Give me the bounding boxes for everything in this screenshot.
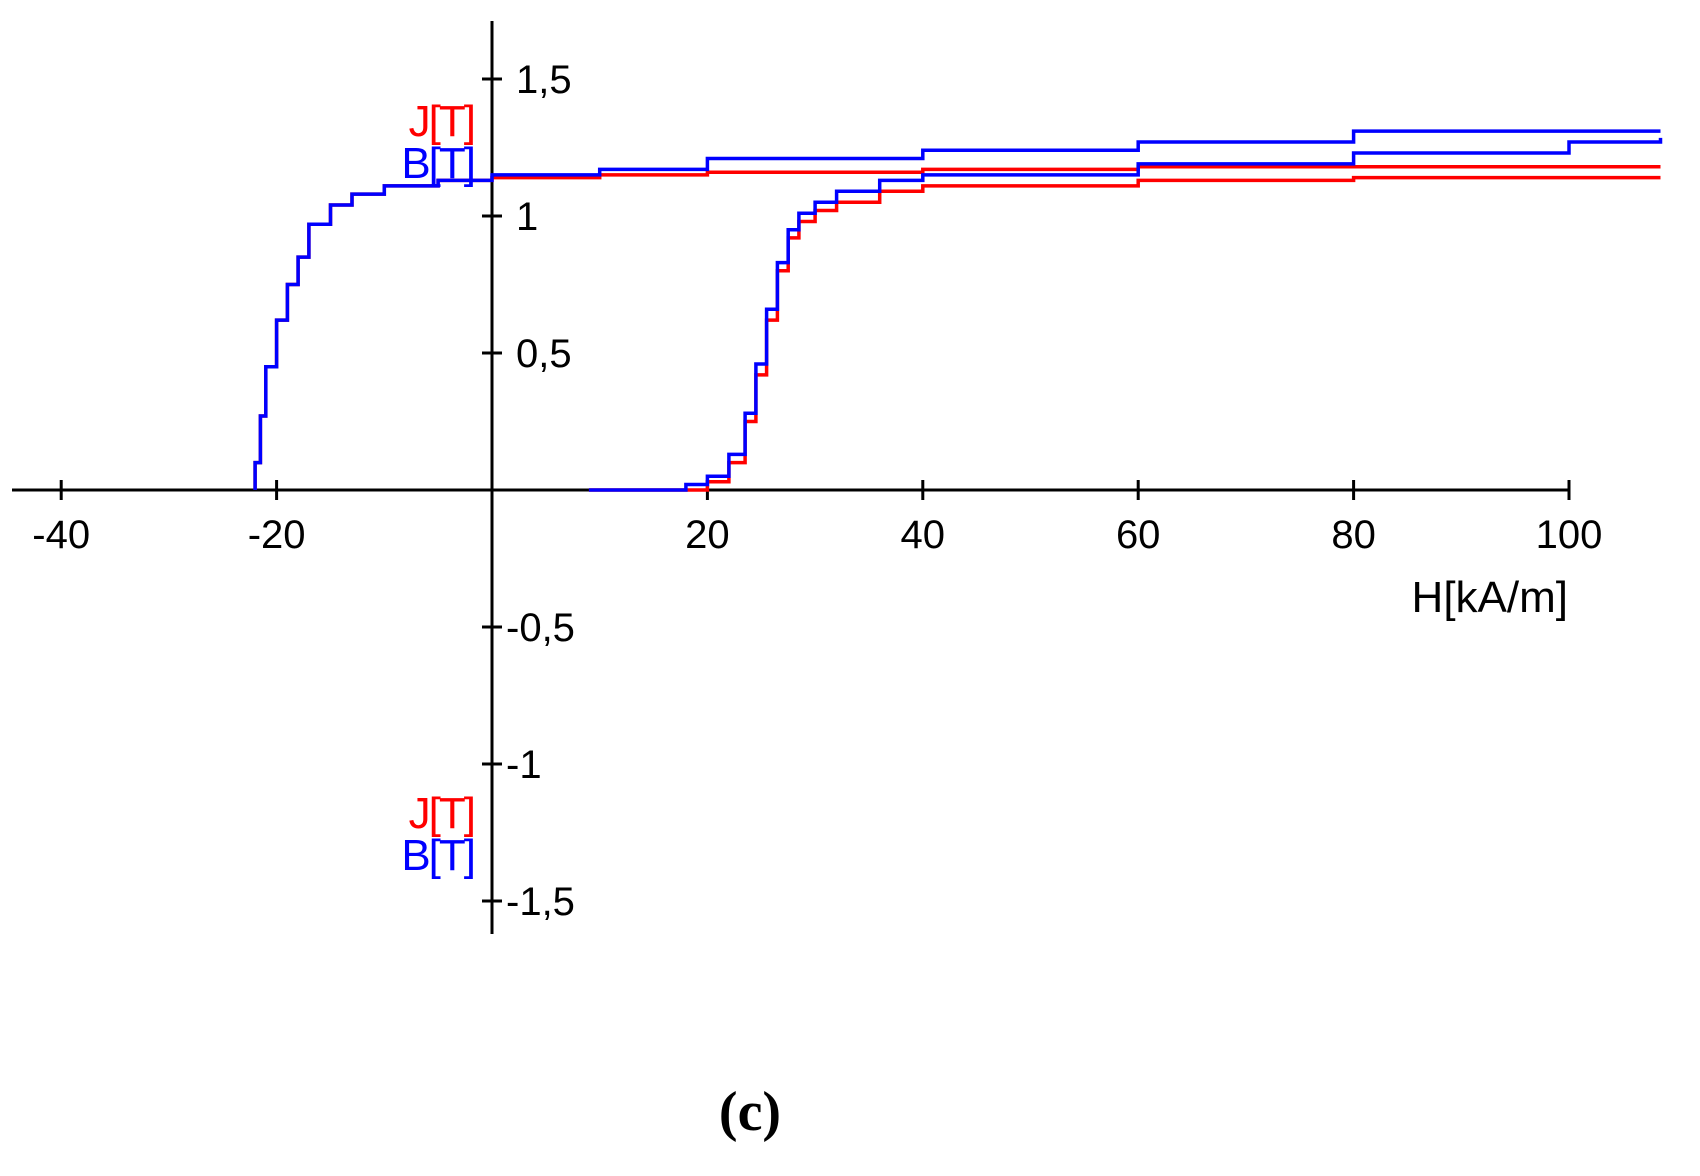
figure-caption: (c)	[718, 1081, 782, 1143]
data-series	[253, 129, 1663, 492]
y-tick-label: 0,5	[516, 332, 572, 376]
b-curve	[588, 137, 1663, 492]
j-curve	[588, 175, 1661, 492]
x-tick-label: -40	[32, 513, 90, 557]
y-axis-label-bottom: J[T] B[T]	[384, 789, 476, 880]
x-tick-label: 80	[1331, 513, 1376, 557]
j-curve	[253, 164, 1661, 490]
b-unit: [T]	[428, 831, 476, 880]
j-unit: [T]	[428, 789, 476, 838]
j-unit: [T]	[428, 97, 476, 146]
y-tick-label: -1,5	[506, 880, 575, 924]
tick-labels: -40 -20 20 40 60 80 100 1,5 1 0,5 -0,5 -1 -1,5	[32, 58, 1602, 924]
x-tick-label: 40	[901, 513, 946, 557]
b-curve	[253, 129, 1661, 490]
b-unit: [T]	[428, 139, 476, 188]
x-axis-label: H[kA/m]	[1412, 573, 1568, 622]
y-tick-label: 1	[516, 195, 538, 239]
y-tick-label: -0,5	[506, 606, 575, 650]
y-axis-label-top: J[T] B[T]	[384, 97, 476, 188]
x-tick-label: 60	[1116, 513, 1161, 557]
y-tick-label: -1	[506, 743, 542, 787]
y-tick-label: 1,5	[516, 58, 572, 102]
j-label: J	[408, 789, 431, 838]
x-tick-label: -20	[248, 513, 306, 557]
x-tick-label: 100	[1536, 513, 1603, 557]
x-tick-label: 20	[685, 513, 730, 557]
b-label: B	[401, 831, 430, 880]
b-label: B	[401, 139, 430, 188]
j-label: J	[408, 97, 431, 146]
